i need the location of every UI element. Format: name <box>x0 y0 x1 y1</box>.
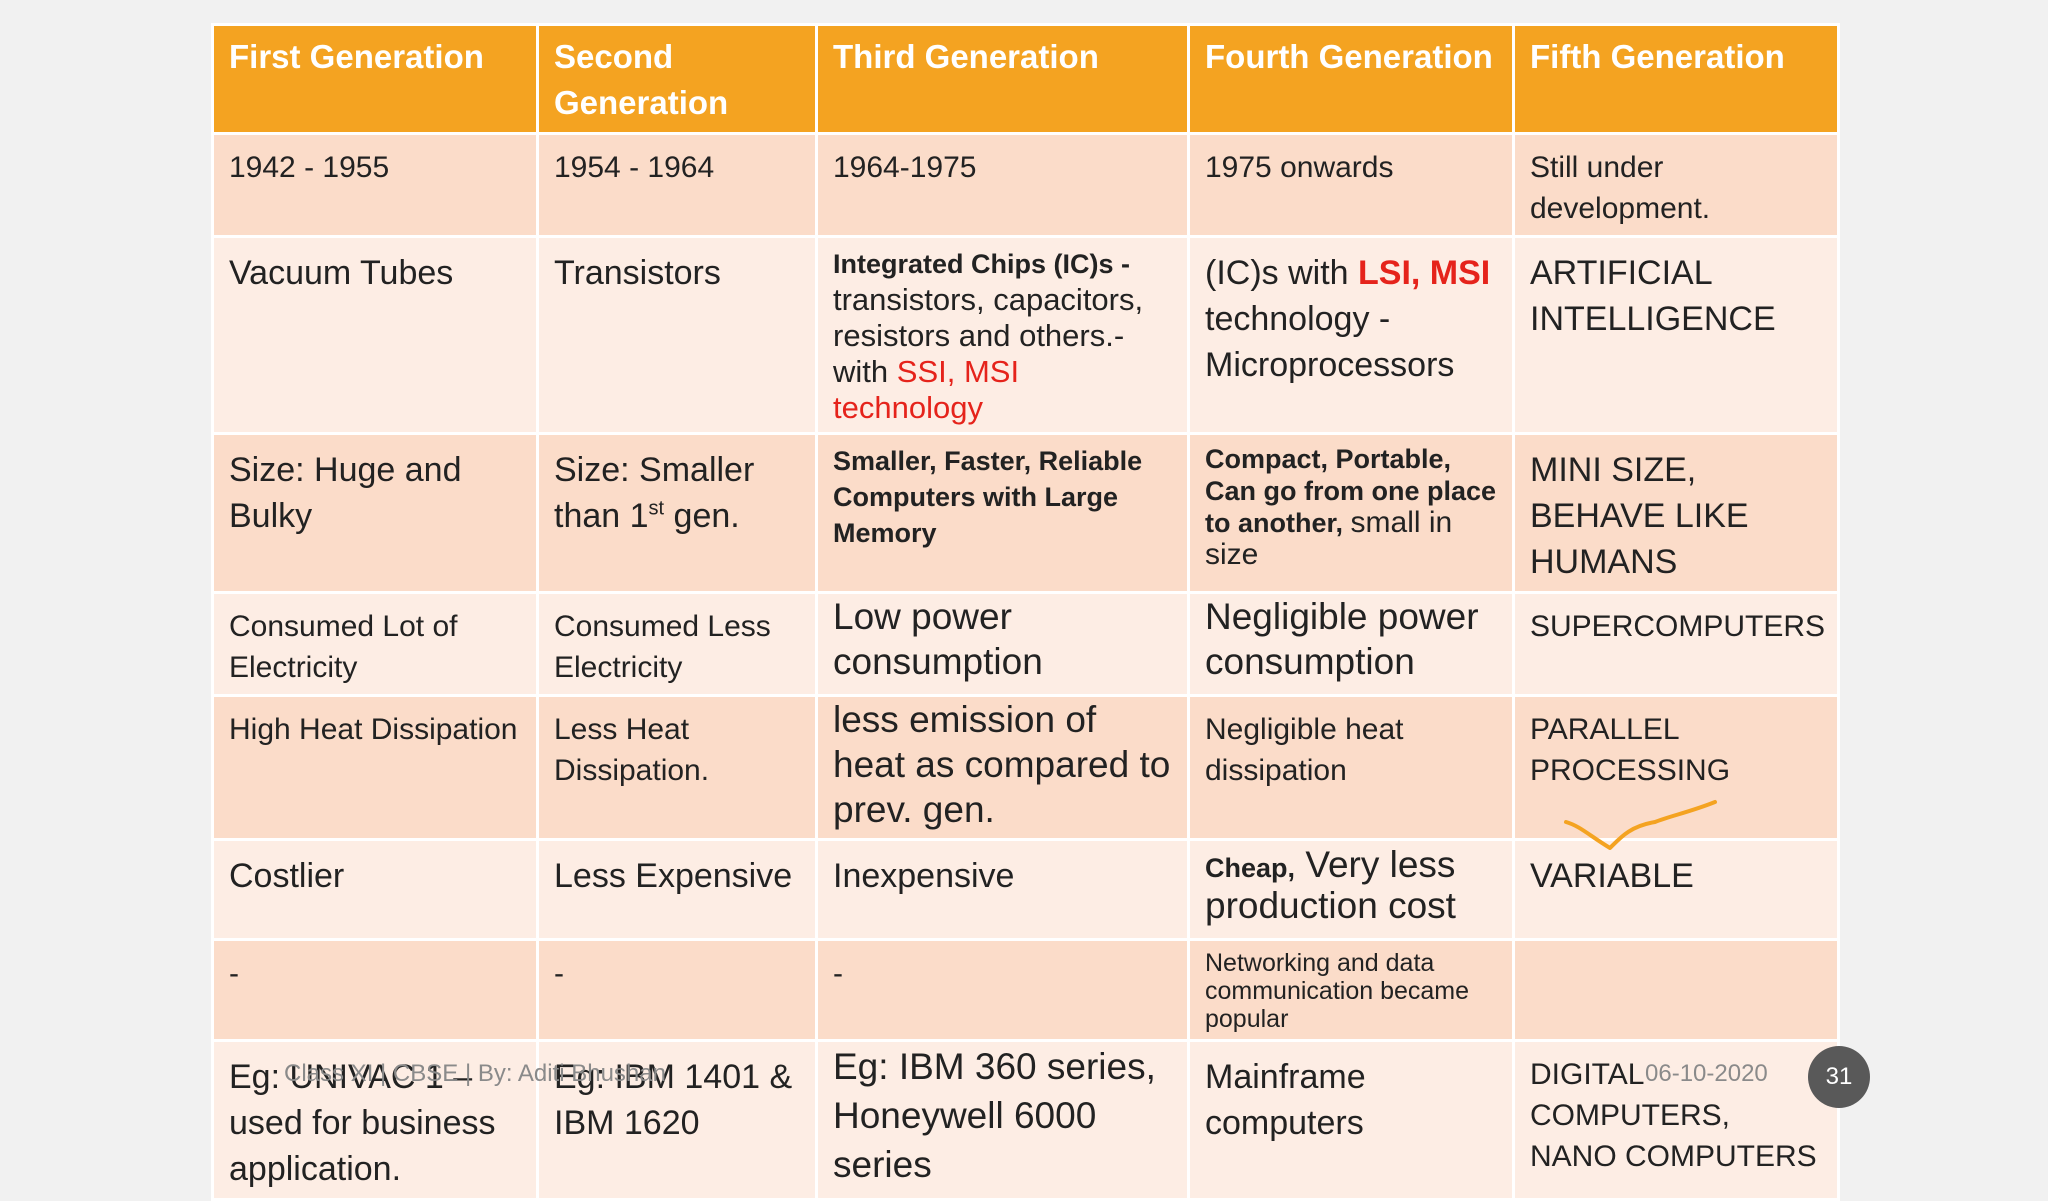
size-gen1: Size: Huge and Bulky <box>211 432 539 594</box>
power-gen1: Consumed Lot of Electricity <box>211 591 539 697</box>
page-number-badge: 31 <box>1808 1046 1870 1108</box>
checkmark-annotation-icon <box>1564 800 1717 850</box>
header-gen5: Fifth Generation <box>1512 23 1840 135</box>
tech-gen4: (IC)s with LSI, MSI technology - Micropr… <box>1187 235 1515 435</box>
cost-gen4-normal: Very less production cost <box>1205 844 1456 926</box>
tech-gen3-body: transistors, capacitors, resistors and o… <box>833 282 1144 389</box>
row-size: Size: Huge and Bulky Size: Smaller than … <box>211 432 1840 594</box>
size-gen3: Smaller, Faster, Reliable Computers with… <box>815 432 1190 594</box>
row-technology: Vacuum Tubes Transistors Integrated Chip… <box>211 235 1840 435</box>
network-gen4: Networking and data communication became… <box>1187 938 1515 1042</box>
heat-gen4: Negligible heat dissipation <box>1187 694 1515 841</box>
size-gen4-normal: small in size <box>1205 506 1453 571</box>
heat-gen2: Less Heat Dissipation. <box>536 694 818 841</box>
tech-gen2: Transistors <box>536 235 818 435</box>
power-gen2: Consumed Less Electricity <box>536 591 818 697</box>
power-gen3: Low power consumption <box>815 591 1190 697</box>
size-gen2-pre: Size: Smaller than 1 <box>554 451 755 535</box>
network-gen1: - <box>211 938 539 1042</box>
row-heat: High Heat Dissipation Less Heat Dissipat… <box>211 694 1840 841</box>
example-gen4: Mainframe computers <box>1187 1039 1515 1201</box>
heat-gen1: High Heat Dissipation <box>211 694 539 841</box>
row-cost: Costlier Less Expensive Inexpensive Chea… <box>211 838 1840 941</box>
header-gen4: Fourth Generation <box>1187 23 1515 135</box>
size-gen5: MINI SIZE, BEHAVE LIKE HUMANS <box>1512 432 1840 594</box>
network-gen2: - <box>536 938 818 1042</box>
cost-gen3: Inexpensive <box>815 838 1190 941</box>
size-gen4-bold: Compact, Portable, Can go from one place… <box>1205 444 1497 538</box>
size-gen2-post: gen. <box>673 497 740 535</box>
footer-date: 06-10-2020 <box>1645 1060 1768 1087</box>
header-gen1: First Generation <box>211 23 539 135</box>
period-gen4: 1975 onwards <box>1187 132 1515 238</box>
network-gen5 <box>1512 938 1840 1042</box>
row-network: - - - Networking and data communication … <box>211 938 1840 1042</box>
header-gen3: Third Generation <box>815 23 1190 135</box>
size-gen2: Size: Smaller than 1st gen. <box>536 432 818 594</box>
tech-gen5: ARTIFICIAL INTELLIGENCE <box>1512 235 1840 435</box>
generations-table: First Generation Second Generation Third… <box>211 23 1840 1201</box>
footer-credit: Class XI | CBSE | By: Aditi Bhushan <box>284 1060 666 1087</box>
size-gen4: Compact, Portable, Can go from one place… <box>1187 432 1515 594</box>
header-row: First Generation Second Generation Third… <box>211 23 1840 135</box>
row-period: 1942 - 1955 1954 - 1964 1964-1975 1975 o… <box>211 132 1840 238</box>
example-gen3: Eg: IBM 360 series, Honeywell 6000 serie… <box>815 1039 1190 1201</box>
cost-gen4: Cheap, Very less production cost <box>1187 838 1515 941</box>
period-gen2: 1954 - 1964 <box>536 132 818 238</box>
size-gen2-sup: st <box>648 497 665 520</box>
tech-gen3-text: transistors, capacitors, resistors and o… <box>833 282 1173 426</box>
period-gen1: 1942 - 1955 <box>211 132 539 238</box>
power-gen5: SUPERCOMPUTERS <box>1512 591 1840 697</box>
period-gen3: 1964-1975 <box>815 132 1190 238</box>
cost-gen5: VARIABLE <box>1512 838 1840 941</box>
cost-gen4-bold: Cheap, <box>1205 853 1296 883</box>
tech-gen4-post: technology - Microprocessors <box>1205 300 1455 384</box>
tech-gen4-pre: (IC)s with <box>1205 254 1349 292</box>
cost-gen1: Costlier <box>211 838 539 941</box>
row-power: Consumed Lot of Electricity Consumed Les… <box>211 591 1840 697</box>
power-gen4: Negligible power consumption <box>1187 591 1515 697</box>
tech-gen1: Vacuum Tubes <box>211 235 539 435</box>
tech-gen4-highlight: LSI, MSI <box>1358 254 1491 292</box>
network-gen3: - <box>815 938 1190 1042</box>
tech-gen3-highlight: SSI, MSI technology <box>833 354 1020 425</box>
tech-gen3-heading: Integrated Chips (IC)s - <box>833 249 1131 279</box>
tech-gen3: Integrated Chips (IC)s - transistors, ca… <box>815 235 1190 435</box>
header-gen2: Second Generation <box>536 23 818 135</box>
period-gen5: Still under development. <box>1512 132 1840 238</box>
cost-gen2: Less Expensive <box>536 838 818 941</box>
heat-gen3: less emission of heat as compared to pre… <box>815 694 1190 841</box>
